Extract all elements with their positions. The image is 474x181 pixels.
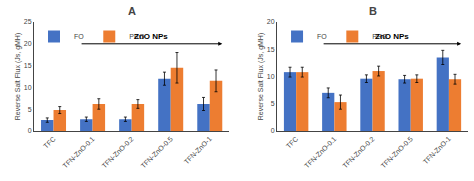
svg-text:TFC: TFC [285, 135, 300, 150]
svg-text:PRO: PRO [372, 33, 388, 40]
svg-text:20: 20 [24, 40, 32, 47]
svg-text:TFN-ZnO-0.5: TFN-ZnO-0.5 [380, 135, 414, 169]
svg-text:TFN-ZnO-0.5: TFN-ZnO-0.5 [140, 135, 174, 169]
svg-text:PRO: PRO [129, 33, 145, 40]
svg-text:B: B [369, 5, 377, 17]
svg-text:A: A [128, 5, 136, 17]
svg-text:20: 20 [267, 18, 275, 25]
svg-text:10: 10 [267, 73, 275, 80]
svg-text:TFN-ZnO-0.1: TFN-ZnO-0.1 [61, 135, 95, 169]
svg-text:5: 5 [271, 100, 275, 107]
svg-text:ZnO NPs: ZnO NPs [375, 32, 409, 41]
svg-text:FO: FO [74, 33, 84, 40]
svg-text:TFN-ZnO-0.2: TFN-ZnO-0.2 [100, 135, 134, 169]
svg-text:10: 10 [24, 84, 32, 91]
svg-text:Reverse Salt Flux (Js, gMH): Reverse Salt Flux (Js, gMH) [257, 33, 265, 121]
svg-text:TFN-ZnO-1: TFN-ZnO-1 [183, 135, 213, 165]
svg-text:TFC: TFC [42, 135, 57, 150]
svg-text:FO: FO [317, 33, 327, 40]
svg-text:TFN-ZnO-0.2: TFN-ZnO-0.2 [341, 135, 375, 169]
svg-text:25: 25 [24, 18, 32, 25]
svg-text:15: 15 [24, 62, 32, 69]
svg-text:Reverse Salt Flux (Js, gMH): Reverse Salt Flux (Js, gMH) [14, 33, 22, 121]
svg-text:15: 15 [267, 46, 275, 53]
svg-text:5: 5 [28, 106, 32, 113]
svg-text:TFN-ZnO-1: TFN-ZnO-1 [422, 135, 452, 165]
svg-text:ZnO NPs: ZnO NPs [134, 32, 168, 41]
svg-text:TFN-ZnO-0.1: TFN-ZnO-0.1 [303, 135, 337, 169]
svg-text:0: 0 [28, 127, 32, 134]
svg-text:0: 0 [271, 127, 275, 134]
